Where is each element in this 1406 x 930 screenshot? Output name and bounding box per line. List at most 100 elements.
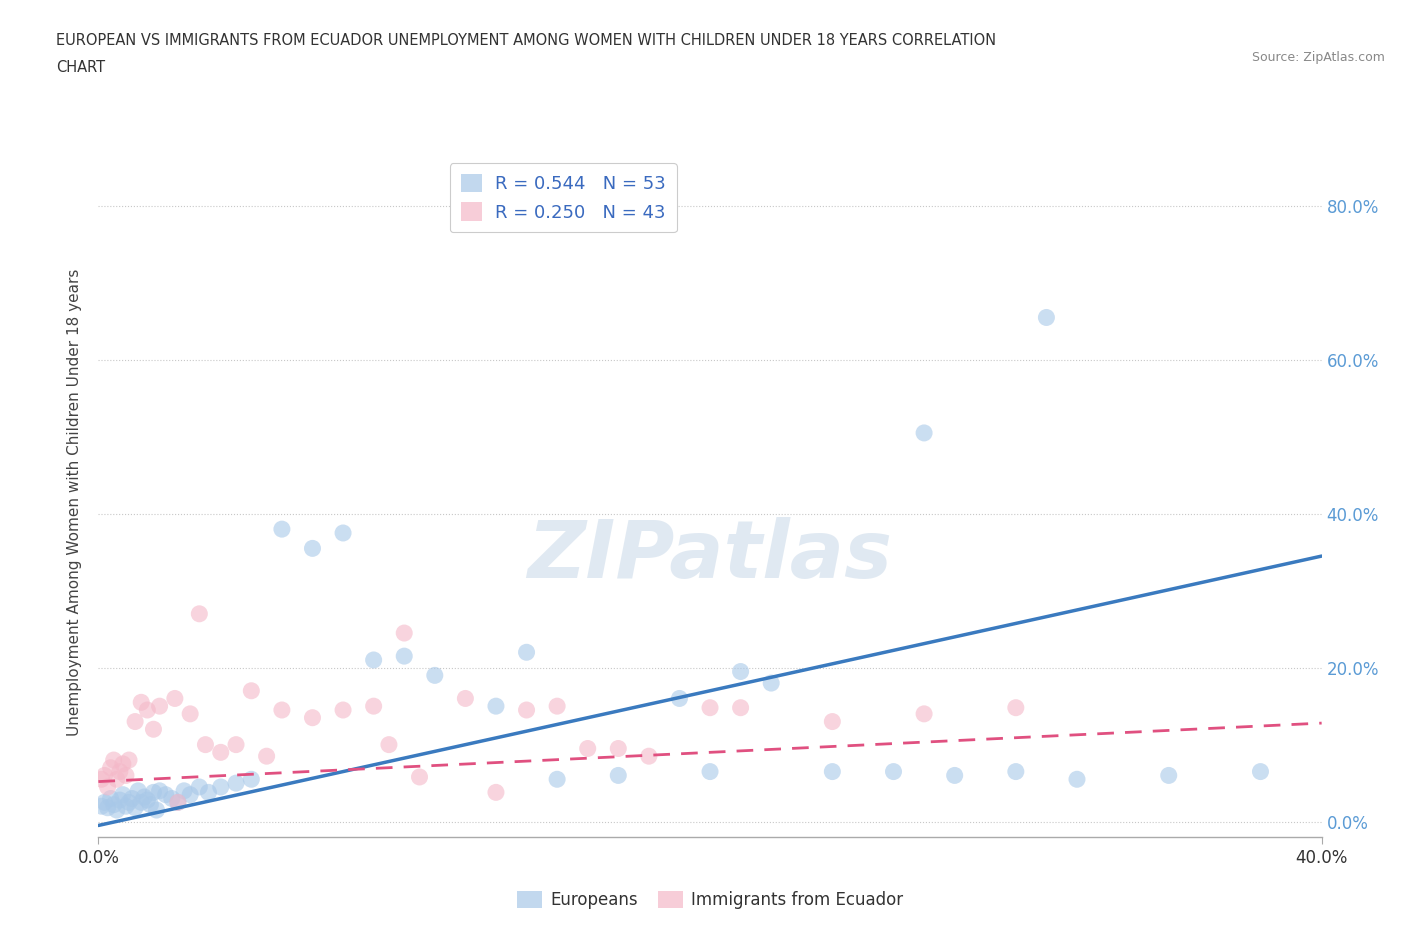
Point	[105, 772, 128, 787]
Point	[111, 756, 134, 771]
Point	[93, 768, 115, 783]
Point	[188, 606, 211, 621]
Point	[173, 783, 195, 798]
Point	[256, 749, 278, 764]
Point	[516, 702, 538, 717]
Point	[301, 711, 323, 725]
Point	[163, 691, 186, 706]
Point	[90, 772, 112, 787]
Point	[240, 684, 263, 698]
Point	[225, 776, 247, 790]
Point	[90, 799, 112, 814]
Y-axis label: Unemployment Among Women with Children Under 18 years: Unemployment Among Women with Children U…	[67, 269, 83, 736]
Point	[103, 752, 125, 767]
Point	[136, 702, 159, 717]
Point	[943, 768, 966, 783]
Point	[759, 675, 782, 690]
Point	[270, 702, 292, 717]
Point	[363, 698, 385, 713]
Point	[1004, 764, 1026, 779]
Point	[139, 797, 162, 812]
Point	[699, 700, 721, 715]
Point	[607, 768, 630, 783]
Point	[142, 722, 165, 737]
Point	[392, 626, 416, 641]
Point	[145, 803, 167, 817]
Point	[821, 714, 844, 729]
Point	[485, 785, 508, 800]
Point	[332, 702, 354, 717]
Point	[883, 764, 905, 779]
Point	[134, 790, 156, 804]
Point	[103, 797, 125, 812]
Point	[730, 700, 752, 715]
Point	[423, 668, 446, 683]
Point	[194, 737, 217, 752]
Point	[149, 783, 172, 798]
Point	[129, 795, 152, 810]
Point	[129, 695, 152, 710]
Point	[576, 741, 599, 756]
Point	[167, 795, 190, 810]
Point	[93, 795, 115, 810]
Text: EUROPEAN VS IMMIGRANTS FROM ECUADOR UNEMPLOYMENT AMONG WOMEN WITH CHILDREN UNDER: EUROPEAN VS IMMIGRANTS FROM ECUADOR UNEM…	[56, 33, 997, 47]
Point	[637, 749, 661, 764]
Point	[209, 745, 232, 760]
Point	[115, 799, 138, 814]
Point	[485, 698, 508, 713]
Point	[332, 525, 354, 540]
Legend: Europeans, Immigrants from Ecuador: Europeans, Immigrants from Ecuador	[510, 884, 910, 916]
Point	[225, 737, 247, 752]
Point	[1157, 768, 1180, 783]
Point	[118, 795, 141, 810]
Point	[1249, 764, 1271, 779]
Point	[105, 803, 128, 817]
Point	[668, 691, 690, 706]
Point	[108, 792, 131, 807]
Point	[108, 764, 131, 779]
Point	[127, 783, 149, 798]
Point	[118, 752, 141, 767]
Text: Source: ZipAtlas.com: Source: ZipAtlas.com	[1251, 51, 1385, 64]
Point	[270, 522, 292, 537]
Point	[167, 795, 190, 810]
Point	[392, 649, 416, 664]
Point	[179, 787, 201, 802]
Point	[209, 779, 232, 794]
Point	[912, 707, 935, 722]
Point	[115, 768, 138, 783]
Point	[188, 779, 211, 794]
Point	[1004, 700, 1026, 715]
Point	[516, 644, 538, 659]
Point	[1035, 310, 1057, 325]
Point	[121, 791, 143, 806]
Text: CHART: CHART	[56, 60, 105, 75]
Point	[454, 691, 477, 706]
Point	[730, 664, 752, 679]
Point	[378, 737, 401, 752]
Point	[124, 801, 146, 816]
Point	[699, 764, 721, 779]
Text: ZIPatlas: ZIPatlas	[527, 517, 893, 595]
Point	[97, 801, 120, 816]
Point	[546, 698, 568, 713]
Point	[160, 791, 183, 806]
Point	[142, 785, 165, 800]
Point	[111, 787, 134, 802]
Point	[100, 761, 122, 776]
Point	[155, 787, 177, 802]
Point	[912, 426, 935, 441]
Point	[100, 791, 122, 806]
Point	[136, 792, 159, 807]
Point	[363, 653, 385, 668]
Point	[197, 785, 219, 800]
Point	[179, 707, 201, 722]
Point	[821, 764, 844, 779]
Point	[408, 769, 430, 784]
Point	[607, 741, 630, 756]
Point	[240, 772, 263, 787]
Point	[97, 779, 120, 794]
Point	[149, 698, 172, 713]
Point	[1066, 772, 1088, 787]
Point	[124, 714, 146, 729]
